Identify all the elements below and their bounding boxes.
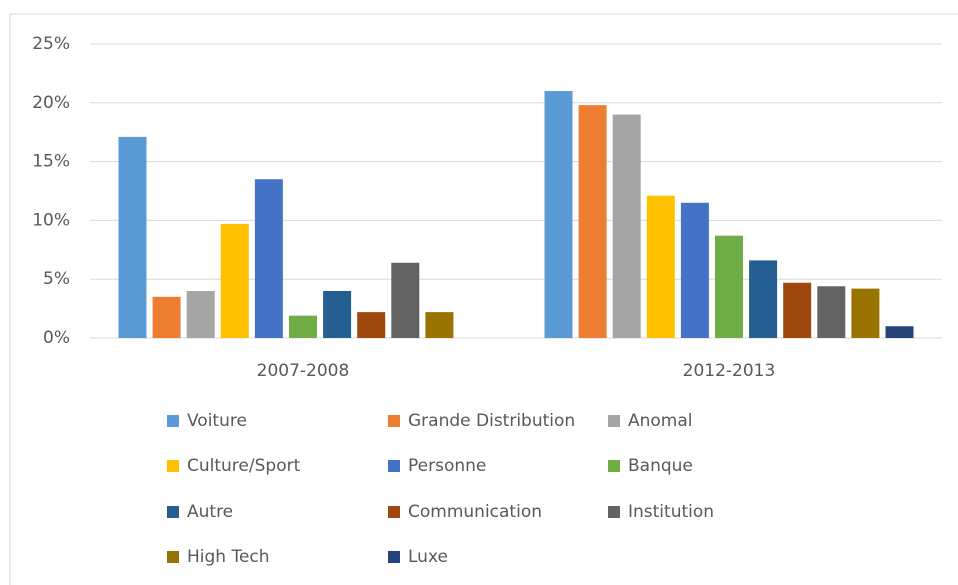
bar [357,312,386,338]
legend-swatch [167,460,179,472]
bar [118,136,147,338]
legend-swatch [167,551,179,563]
bar [715,235,743,338]
legend-label: Autre [187,502,233,522]
bar [851,288,880,338]
chart-frame [9,13,958,585]
x-tick-label: 2012-2013 [683,361,776,381]
y-tick-label: 5% [43,269,70,289]
legend-label: Culture/Sport [187,456,301,476]
legend-label: Voiture [187,411,247,431]
legend-label: Luxe [408,547,448,567]
legend-swatch [388,551,400,563]
bar [289,315,317,338]
bar [323,290,352,338]
legend-swatch [167,415,179,427]
y-tick-label: 25% [32,34,70,54]
bar [220,223,249,338]
legend-swatch [388,460,400,472]
legend-label: Banque [628,456,693,476]
legend-swatch [608,506,620,518]
x-tick-label: 2007-2008 [257,361,350,381]
bar [186,290,215,338]
legend-label: High Tech [187,547,270,567]
legend-label: Grande Distribution [408,411,575,431]
legend-label: Communication [408,502,542,522]
bar [646,195,675,338]
y-tick-label: 15% [32,152,70,172]
legend-label: Personne [408,456,486,476]
legend-swatch [167,506,179,518]
bar [578,105,607,338]
bar [612,114,641,338]
y-tick-label: 0% [43,328,70,348]
bar [544,91,573,338]
legend-label: Institution [628,502,714,522]
legend-swatch [388,506,400,518]
y-tick-label: 10% [32,210,70,230]
bar [817,286,846,338]
y-tick-label: 20% [32,93,70,113]
legend-swatch [388,415,400,427]
bar [885,326,914,338]
legend-label: Anomal [628,411,693,431]
bar [680,202,709,338]
bar [254,179,283,338]
legend-swatch [608,415,620,427]
legend-swatch [608,460,620,472]
bar [152,296,181,338]
bar [425,312,454,338]
bar [391,262,420,338]
bar [783,282,812,338]
bar [749,260,778,338]
